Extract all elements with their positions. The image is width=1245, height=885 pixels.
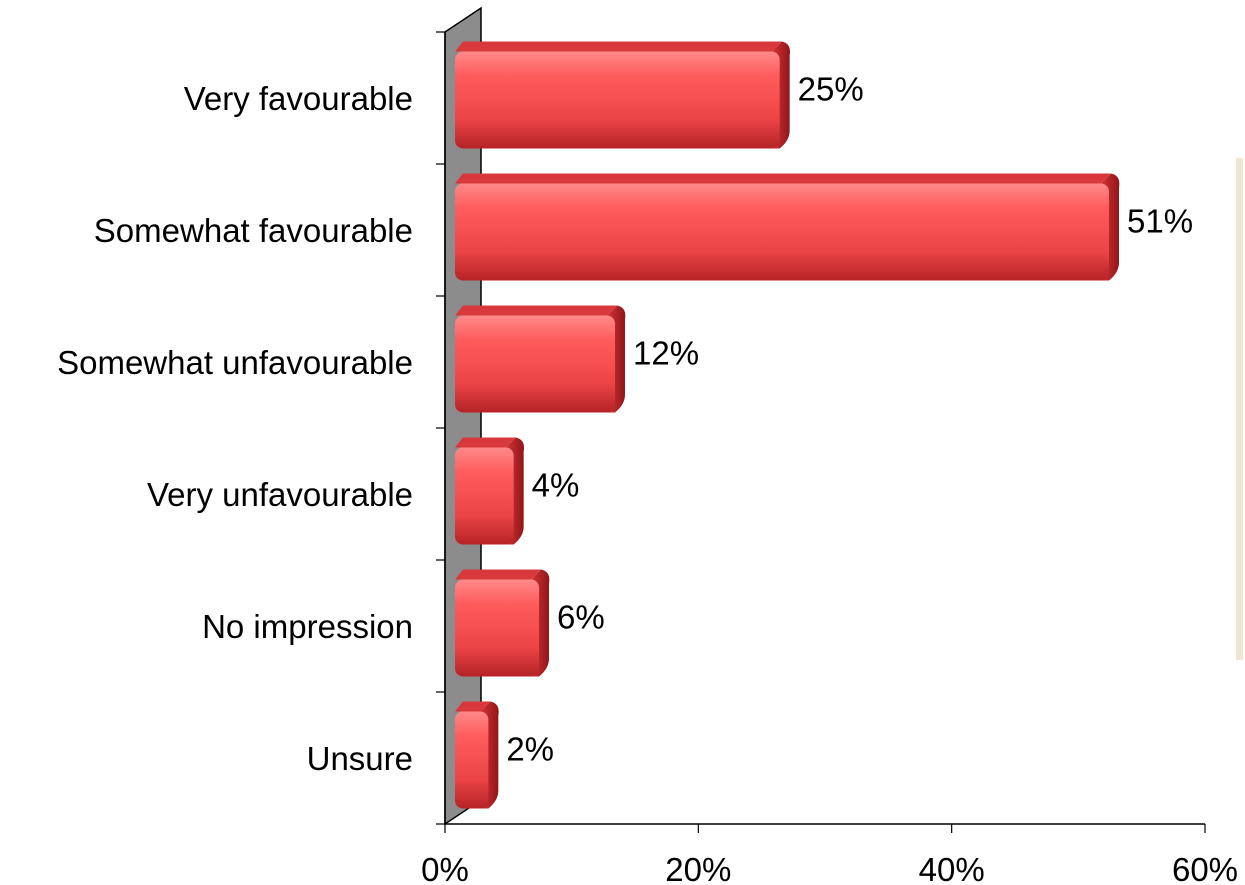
side-strip — [1236, 158, 1243, 660]
x-tick-label: 0% — [421, 851, 469, 885]
x-tick-label: 40% — [919, 851, 985, 885]
bars-group: 25% 51% 12% 4% 6% 2% — [455, 41, 1193, 809]
bar — [455, 51, 780, 149]
bar-value-label: 6% — [557, 599, 605, 636]
bar-top-face — [455, 305, 617, 316]
bar — [455, 447, 514, 545]
bar-value-label: 25% — [798, 71, 864, 108]
bar-top-face — [455, 701, 491, 712]
category-label: Somewhat unfavourable — [57, 344, 413, 381]
bar-top-face — [455, 41, 782, 52]
category-label: No impression — [202, 608, 413, 645]
bar-value-label: 12% — [633, 335, 699, 372]
bar-top-face — [455, 569, 541, 580]
bar-top-face — [455, 437, 516, 448]
bar — [455, 711, 489, 809]
bar-value-label: 2% — [506, 731, 554, 768]
category-label: Somewhat favourable — [94, 212, 413, 249]
category-label: Very favourable — [184, 80, 413, 117]
axes-group: 0% 20% 40% 60% Very favourable Somewhat favou… — [57, 31, 1238, 885]
bar-value-label: 4% — [532, 467, 580, 504]
bar-value-label: 51% — [1127, 203, 1193, 240]
bar — [455, 579, 539, 677]
bar — [455, 183, 1109, 281]
category-label: Unsure — [307, 740, 413, 777]
bar-top-face — [455, 173, 1111, 184]
x-tick-label: 20% — [665, 851, 731, 885]
bar — [455, 315, 615, 413]
category-label: Very unfavourable — [147, 476, 413, 513]
x-tick-label: 60% — [1172, 851, 1238, 885]
